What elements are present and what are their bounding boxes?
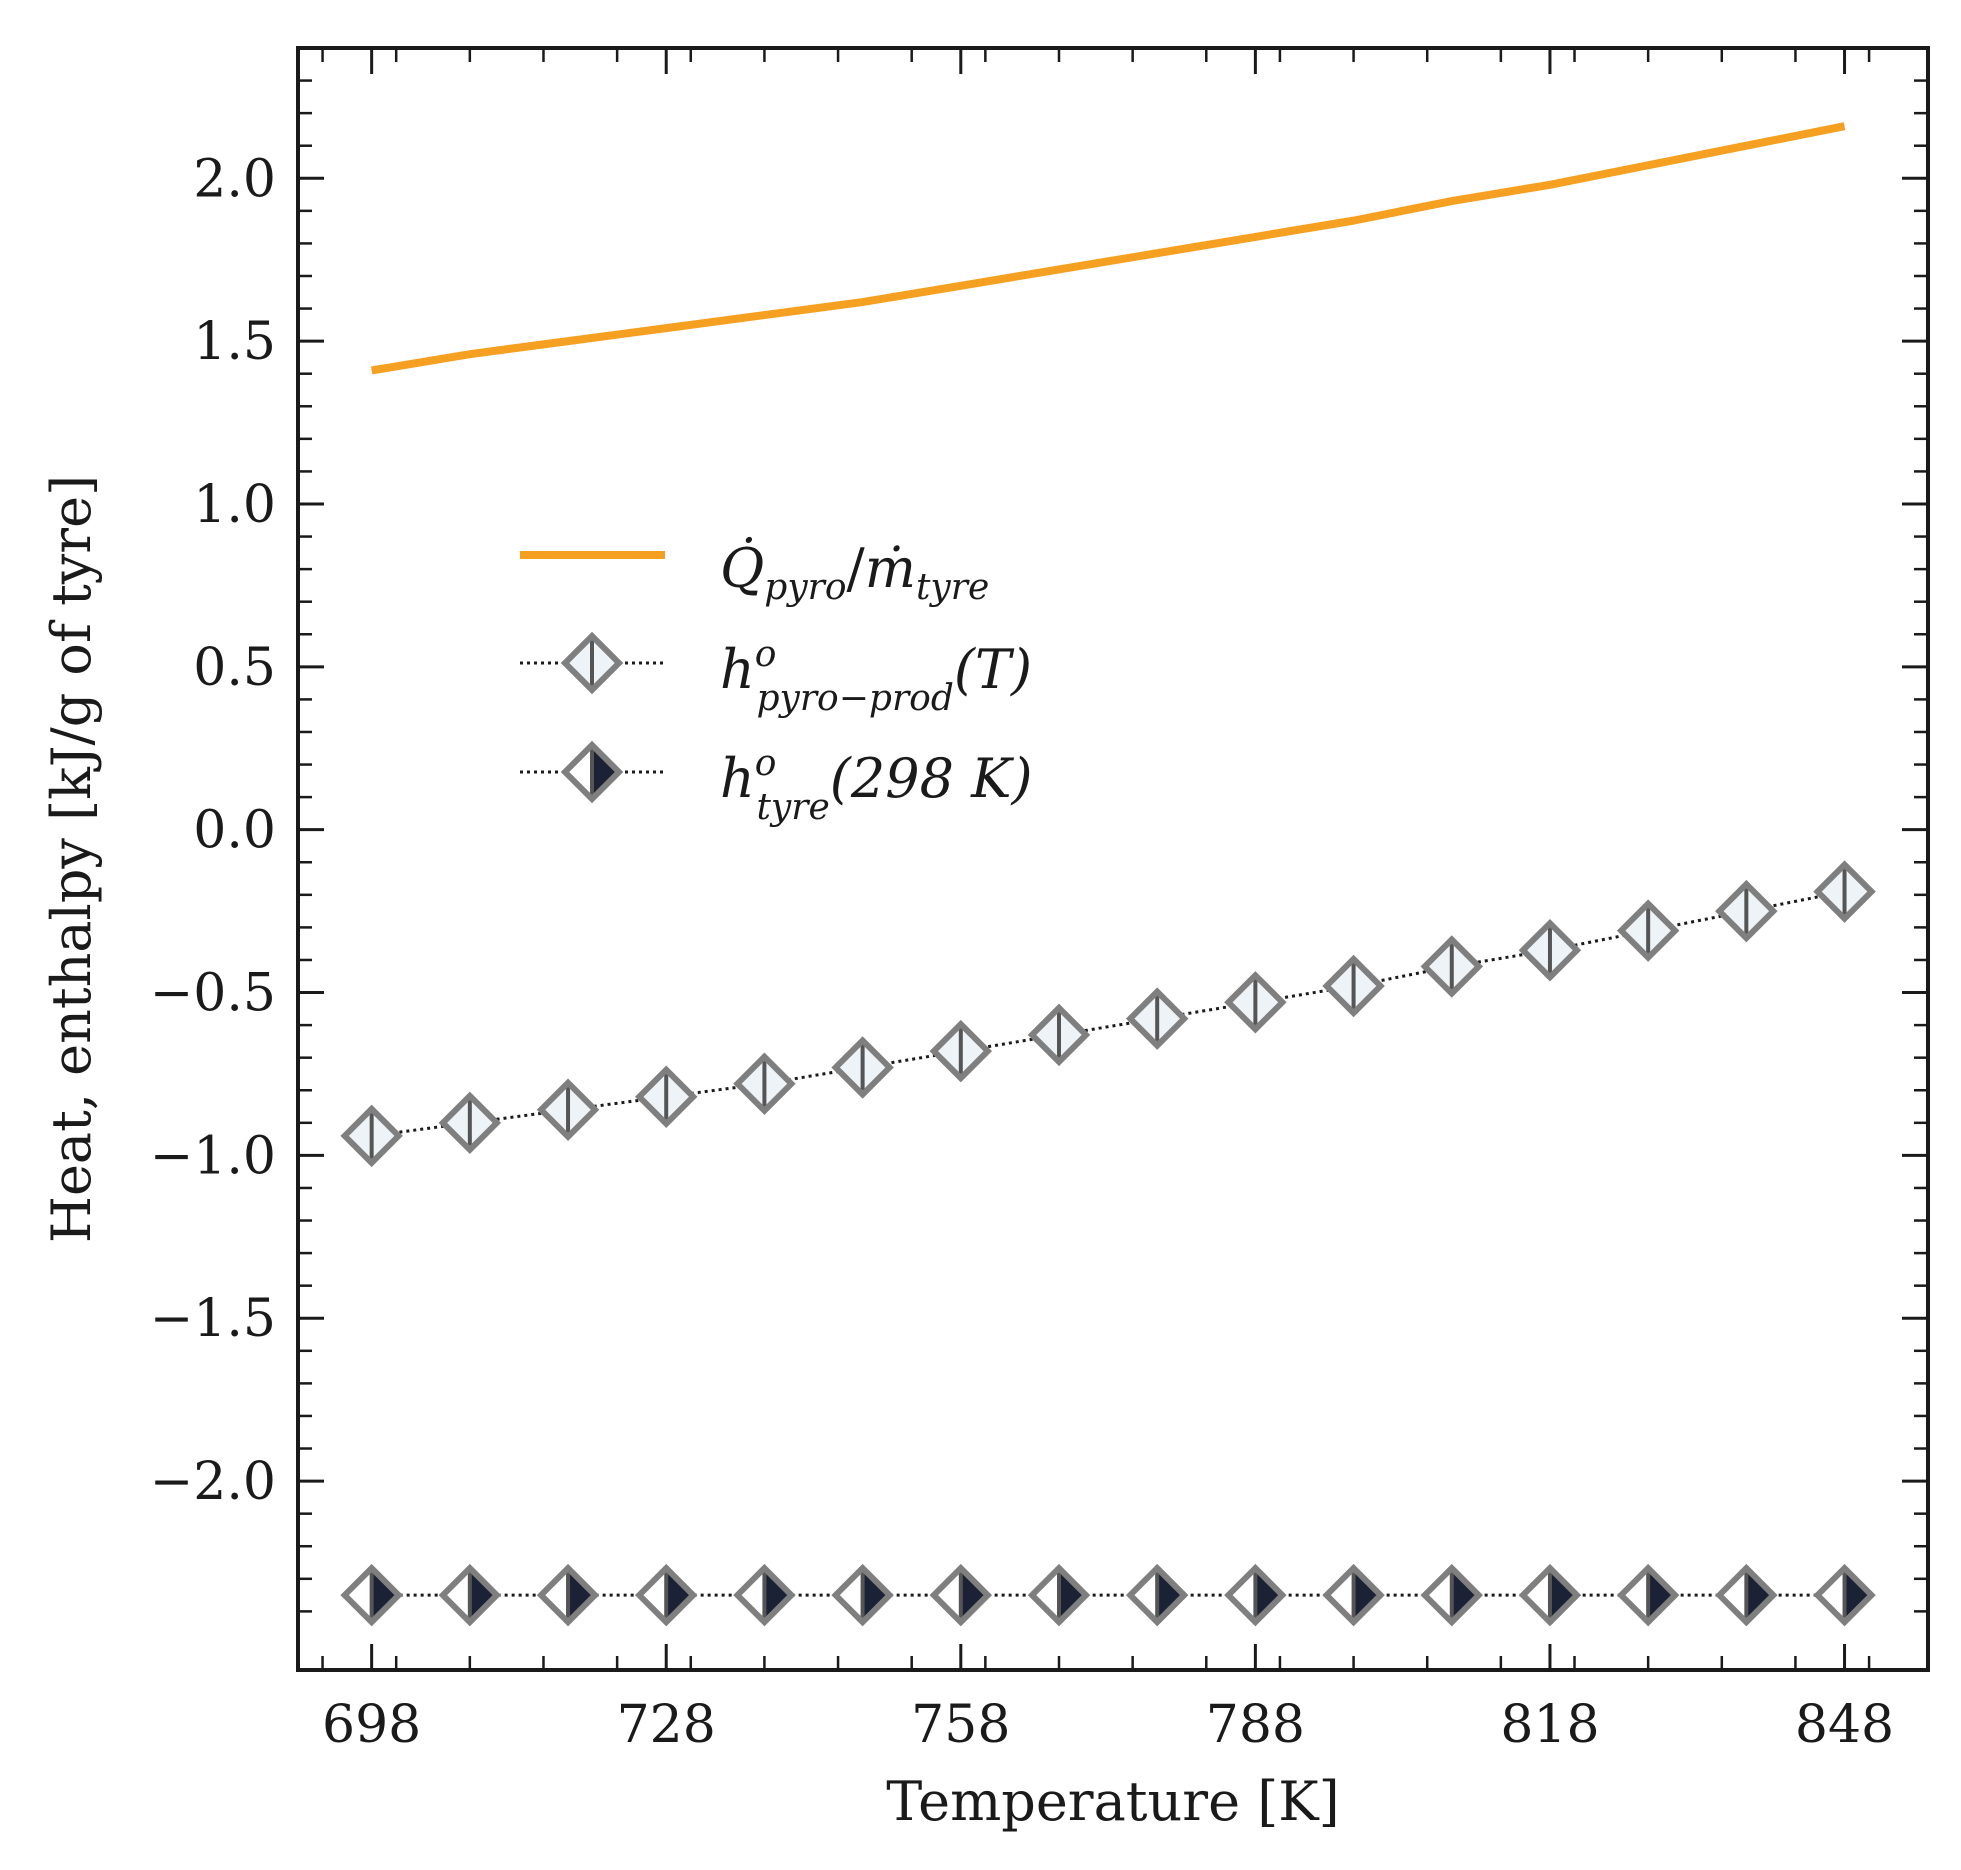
- x-tick-label: 698: [322, 1695, 421, 1755]
- y-tick-label: −0.5: [150, 964, 276, 1024]
- data-point-pyro-prod: [1322, 954, 1385, 1018]
- axis-tick-labels: 698 728 758 788 818 848 2.0 1.5 1.0 0.5 0.0 −0.5 −1.…: [150, 149, 1894, 1755]
- series-line-q-pyro: [370, 122, 1846, 375]
- legend-h2-tail: (298 K): [830, 747, 1033, 810]
- legend-h1-tail: (T): [954, 638, 1032, 701]
- data-point-tyre: [536, 1563, 600, 1627]
- y-tick-label: 1.5: [193, 312, 276, 372]
- data-point-tyre: [1518, 1563, 1582, 1627]
- data-point-pyro-prod: [1518, 918, 1582, 982]
- data-point-tyre: [1616, 1563, 1680, 1627]
- legend-q-main: Q̇: [720, 536, 764, 600]
- legend-h2-main: h: [720, 747, 755, 810]
- data-point-pyro-prod: [1027, 1003, 1091, 1067]
- data-point-tyre: [929, 1563, 993, 1627]
- y-tick-label: −1.0: [150, 1126, 276, 1186]
- legend-label-q-pyro: Q̇pyro/ṁtyre: [720, 536, 989, 608]
- y-tick-label: 0.0: [193, 801, 276, 861]
- legend-h2-sub: tyre: [756, 787, 829, 828]
- legend-h1-sup: o: [755, 634, 777, 675]
- legend-label-pyro-prod: ho pyro−prod(T): [720, 634, 1032, 719]
- data-point-tyre: [1715, 1563, 1778, 1627]
- data-point-tyre: [831, 1563, 894, 1627]
- data-point-pyro-prod: [1125, 987, 1189, 1050]
- x-tick-label: 788: [1206, 1695, 1305, 1755]
- data-point-pyro-prod: [1420, 935, 1484, 998]
- legend: Q̇pyro/ṁtyre ho pyro−prod(T) ho tyre(298 K…: [520, 536, 1033, 828]
- axis-ticks: [298, 48, 1928, 1670]
- legend-q-sep: /: [847, 537, 866, 600]
- y-tick-label: 2.0: [193, 149, 276, 209]
- data-point-tyre: [1813, 1563, 1876, 1627]
- legend-h1-main: h: [720, 638, 755, 701]
- x-tick-label: 848: [1795, 1695, 1894, 1755]
- data-point-pyro-prod: [831, 1036, 894, 1099]
- legend-q-sub: pyro: [764, 567, 846, 608]
- data-point-pyro-prod: [1616, 899, 1680, 962]
- data-point-tyre: [1125, 1563, 1189, 1627]
- data-point-tyre: [1027, 1563, 1091, 1627]
- data-point-pyro-prod: [1224, 971, 1287, 1034]
- series-layer: [340, 122, 1876, 1627]
- y-tick-label: −2.0: [150, 1452, 276, 1512]
- data-point-pyro-prod: [634, 1065, 698, 1129]
- data-point-pyro-prod: [1813, 860, 1876, 923]
- data-point-pyro-prod: [340, 1104, 403, 1168]
- x-tick-label: 728: [617, 1695, 716, 1755]
- x-axis-title: Temperature [K]: [886, 1770, 1339, 1833]
- legend-q-main2: ṁ: [865, 537, 916, 600]
- data-point-tyre: [1322, 1563, 1385, 1627]
- data-point-pyro-prod: [733, 1052, 796, 1115]
- data-point-tyre: [733, 1563, 796, 1627]
- data-point-tyre: [634, 1563, 698, 1627]
- legend-label-tyre: ho tyre(298 K): [720, 743, 1033, 828]
- data-point-tyre: [1224, 1563, 1287, 1627]
- legend-q-sub2: tyre: [916, 567, 989, 608]
- y-axis-title: Heat, enthalpy [kJ/g of tyre]: [40, 475, 103, 1243]
- legend-diamond-pyro-prod: [560, 631, 624, 695]
- data-point-pyro-prod: [1715, 879, 1778, 943]
- data-point-tyre: [340, 1563, 403, 1627]
- series-line-pyro-prod: [371, 890, 1845, 1138]
- legend-h1-sub: pyro−prod: [756, 678, 953, 719]
- data-point-pyro-prod: [929, 1019, 993, 1083]
- plot-frame: [296, 46, 1930, 1672]
- y-tick-label: 0.5: [193, 638, 276, 698]
- data-point-pyro-prod: [438, 1091, 502, 1155]
- y-tick-label: 1.0: [193, 475, 276, 535]
- x-tick-label: 818: [1500, 1695, 1599, 1755]
- data-point-tyre: [438, 1563, 502, 1627]
- legend-diamond-tyre: [560, 740, 624, 804]
- y-tick-label: −1.5: [150, 1289, 276, 1349]
- data-point-tyre: [1420, 1563, 1484, 1627]
- legend-marker-pyro-prod: [560, 631, 624, 695]
- legend-marker-tyre: [560, 740, 624, 804]
- data-point-pyro-prod: [536, 1078, 600, 1142]
- x-tick-label: 758: [911, 1695, 1010, 1755]
- legend-h2-sup: o: [755, 743, 777, 784]
